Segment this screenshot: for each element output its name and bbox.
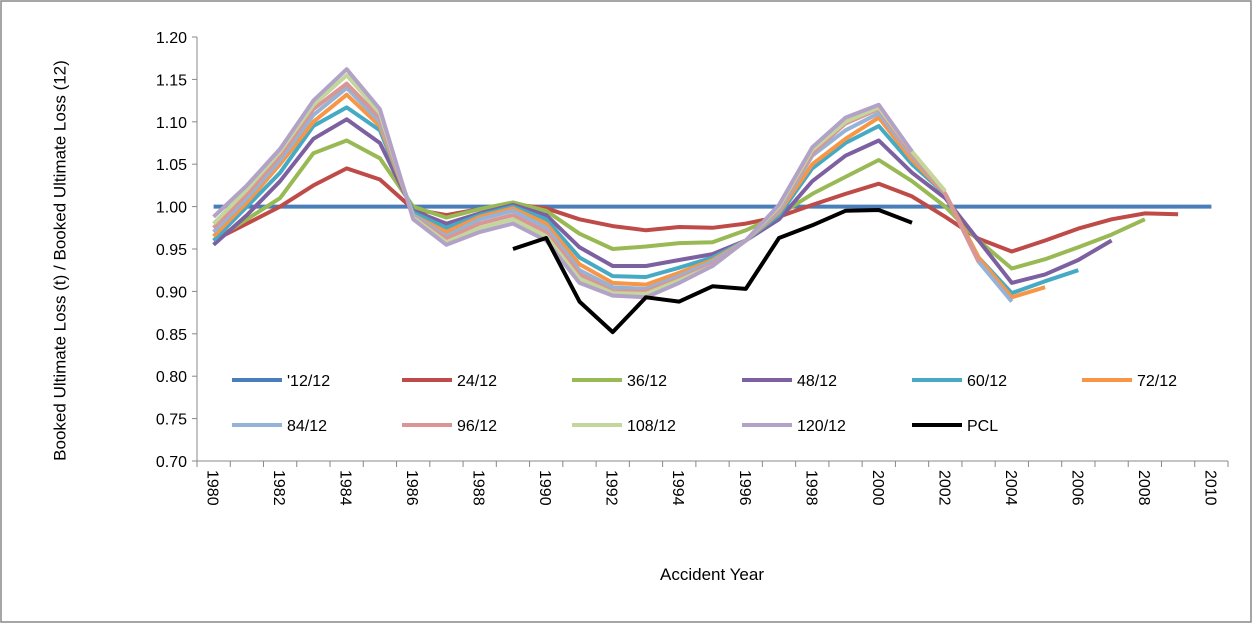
y-tick-label: 1.00 — [156, 200, 187, 217]
x-tick-label: 1984 — [337, 470, 354, 506]
legend-label: 60/12 — [967, 373, 1007, 390]
x-tick-label: 2002 — [935, 470, 952, 506]
y-tick-label: 0.70 — [156, 454, 187, 471]
x-tick-label: 2008 — [1135, 470, 1152, 506]
x-tick-label: 2004 — [1002, 470, 1019, 506]
series-line — [212, 85, 1014, 303]
x-tick-label: 2010 — [1201, 470, 1218, 506]
y-tick-label: 0.80 — [156, 369, 187, 386]
y-axis-title: Booked Ultimate Loss (t) / Booked Ultima… — [50, 60, 70, 461]
y-tick-label: 0.95 — [156, 242, 187, 259]
legend-label: PCL — [967, 418, 998, 435]
legend-label: 24/12 — [457, 373, 497, 390]
series-line — [212, 138, 1146, 271]
legend-label: 48/12 — [797, 373, 837, 390]
x-axis-title: Accident Year — [660, 565, 764, 584]
x-tick-label: 1998 — [802, 470, 819, 506]
series-line — [212, 92, 1046, 300]
x-tick-label: 1996 — [736, 470, 753, 506]
y-tick-label: 0.85 — [156, 327, 187, 344]
legend-label: '12/12 — [287, 373, 330, 390]
series-line — [212, 117, 1113, 285]
x-tick-label: 1990 — [536, 470, 553, 506]
y-tick-label: 0.90 — [156, 284, 187, 301]
series-line — [512, 208, 913, 335]
legend-label: 120/12 — [797, 418, 846, 435]
x-tick-label: 1992 — [603, 470, 620, 506]
y-tick-label: 0.75 — [156, 412, 187, 429]
series-line — [212, 166, 1179, 254]
y-tick-label: 1.15 — [156, 72, 187, 89]
y-tick-label: 1.10 — [156, 115, 187, 132]
legend-label: 72/12 — [1137, 373, 1177, 390]
x-tick-label: 2000 — [869, 470, 886, 506]
legend-label: 96/12 — [457, 418, 497, 435]
legend-label: 36/12 — [627, 373, 667, 390]
y-tick-label: 1.05 — [156, 157, 187, 174]
x-tick-label: 1988 — [470, 470, 487, 506]
x-tick-label: 1986 — [403, 470, 420, 506]
x-tick-label: 1994 — [669, 470, 686, 506]
series-line — [212, 73, 947, 296]
series-line — [212, 67, 914, 300]
x-tick-label: 1980 — [204, 470, 221, 506]
x-tick-label: 2006 — [1068, 470, 1085, 506]
x-tick-label: 1982 — [270, 470, 287, 506]
legend-label: 108/12 — [627, 418, 676, 435]
legend-label: 84/12 — [287, 418, 327, 435]
y-tick-label: 1.20 — [156, 30, 187, 47]
